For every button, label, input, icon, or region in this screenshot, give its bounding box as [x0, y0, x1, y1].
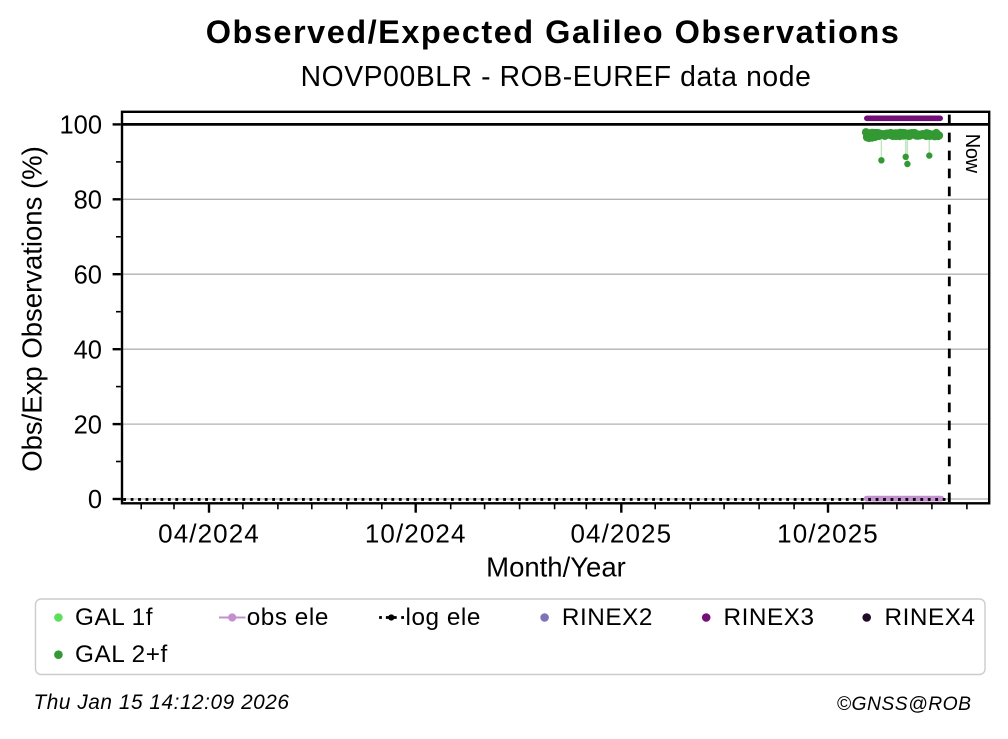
svg-text:40: 40	[74, 336, 102, 364]
svg-text:GAL 2+f: GAL 2+f	[75, 641, 168, 668]
svg-text:04/2025: 04/2025	[570, 518, 672, 548]
svg-text:0: 0	[88, 486, 102, 514]
svg-text:20: 20	[74, 411, 102, 439]
svg-text:RINEX2: RINEX2	[562, 604, 653, 631]
svg-text:10/2024: 10/2024	[365, 518, 467, 548]
svg-text:Thu Jan 15 14:12:09 2026: Thu Jan 15 14:12:09 2026	[34, 691, 290, 714]
svg-text:NOVP00BLR - ROB-EUREF data nod: NOVP00BLR - ROB-EUREF data node	[301, 60, 812, 92]
svg-text:60: 60	[74, 261, 102, 289]
svg-text:GAL 1f: GAL 1f	[75, 604, 153, 631]
svg-text:Now: Now	[961, 134, 983, 174]
svg-text:RINEX3: RINEX3	[724, 604, 815, 631]
svg-text:04/2024: 04/2024	[158, 518, 260, 548]
svg-text:log ele: log ele	[406, 604, 481, 631]
svg-text:Observed/Expected Galileo Obse: Observed/Expected Galileo Observations	[206, 14, 901, 50]
svg-text:obs ele: obs ele	[247, 604, 329, 631]
svg-text:10/2025: 10/2025	[777, 518, 879, 548]
svg-text:100: 100	[59, 112, 102, 140]
svg-text:©GNSS@ROB: ©GNSS@ROB	[837, 694, 972, 715]
svg-text:Obs/Exp Observations (%): Obs/Exp Observations (%)	[17, 146, 48, 472]
svg-text:Month/Year: Month/Year	[486, 552, 626, 583]
svg-text:80: 80	[74, 187, 102, 215]
svg-text:RINEX4: RINEX4	[885, 604, 976, 631]
